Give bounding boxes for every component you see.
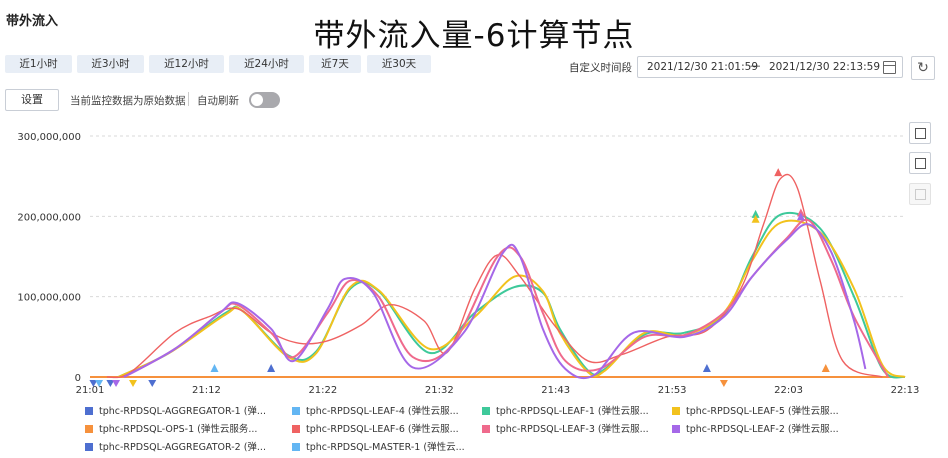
marker-agg1: [106, 380, 115, 387]
refresh-button[interactable]: ↻: [911, 56, 935, 80]
refresh-icon: ↻: [917, 60, 929, 76]
x-tick-label: 21:53: [658, 385, 687, 396]
legend-swatch: [85, 407, 93, 415]
marker-leaf2: [796, 212, 805, 221]
legend-swatch: [672, 425, 680, 433]
toolbar-divider: [188, 92, 189, 106]
legend-label: tphc-RPDSQL-LEAF-5 (弹性云服...: [686, 406, 839, 417]
marker-leaf5: [751, 214, 760, 223]
toggle-knob: [251, 94, 263, 106]
settings-button[interactable]: 设置: [5, 89, 59, 111]
x-tick-label: 21:01: [76, 385, 105, 396]
auto-refresh-label: 自动刷新: [197, 95, 239, 107]
marker-agg1: [89, 380, 98, 387]
marker-leaf4: [210, 364, 219, 372]
legend-item-leaf3[interactable]: tphc-RPDSQL-LEAF-3 (弹性云服...: [482, 421, 649, 435]
range-30d-button[interactable]: 近30天: [367, 55, 431, 73]
legend-label: tphc-RPDSQL-LEAF-6 (弹性云服...: [306, 424, 459, 435]
legend-item-leaf4[interactable]: tphc-RPDSQL-LEAF-4 (弹性云服...: [292, 403, 459, 417]
legend-item-agg1[interactable]: tphc-RPDSQL-AGGREGATOR-1 (弹...: [85, 403, 266, 417]
x-tick-label: 22:13: [891, 385, 920, 396]
x-tick-label: 22:03: [774, 385, 803, 396]
legend-item-ops1[interactable]: tphc-RPDSQL-OPS-1 (弹性云服务...: [85, 421, 257, 435]
marker-leaf1: [751, 209, 760, 218]
marker-ops1: [719, 380, 728, 387]
zoom-reset-button[interactable]: [909, 152, 931, 174]
chart-title: 带外流入量-6计算节点: [313, 18, 635, 54]
x-tick-label: 21:32: [425, 385, 454, 396]
range-1h-button[interactable]: 近1小时: [5, 55, 72, 73]
legend-swatch: [482, 407, 490, 415]
zoom-reset-icon: [915, 158, 926, 169]
legend-label: tphc-RPDSQL-LEAF-2 (弹性云服...: [686, 424, 839, 435]
y-tick-label: 200,000,000: [17, 212, 81, 223]
series-line-leaf6: [106, 173, 883, 379]
legend-swatch: [482, 425, 490, 433]
legend-swatch: [85, 443, 93, 451]
y-tick-label: 100,000,000: [17, 293, 81, 304]
zoom-select-button[interactable]: [909, 122, 931, 144]
legend-label: tphc-RPDSQL-LEAF-4 (弹性云服...: [306, 406, 459, 417]
legend-label: tphc-RPDSQL-MASTER-1 (弹性云...: [306, 442, 465, 453]
marker-leaf6: [774, 168, 783, 177]
legend-label: tphc-RPDSQL-LEAF-3 (弹性云服...: [496, 424, 649, 435]
legend-label: tphc-RPDSQL-AGGREGATOR-1 (弹...: [99, 406, 266, 417]
marker-leaf4: [95, 380, 104, 387]
legend-swatch: [672, 407, 680, 415]
series-line-leaf2: [123, 223, 867, 380]
date-separator: —: [750, 60, 761, 72]
marker-agg1: [702, 364, 711, 372]
legend-swatch: [85, 425, 93, 433]
range-24h-button[interactable]: 近24小时: [229, 55, 304, 73]
legend-item-leaf1[interactable]: tphc-RPDSQL-LEAF-1 (弹性云服...: [482, 403, 649, 417]
legend-label: tphc-RPDSQL-AGGREGATOR-2 (弹...: [99, 442, 266, 453]
marker-agg1: [148, 380, 157, 387]
legend-label: tphc-RPDSQL-LEAF-1 (弹性云服...: [496, 406, 649, 417]
panel-title: 带外流入: [6, 14, 59, 29]
date-end: 2021/12/30 22:13:59: [769, 61, 881, 73]
legend-item-leaf6[interactable]: tphc-RPDSQL-LEAF-6 (弹性云服...: [292, 421, 459, 435]
x-tick-label: 21:12: [192, 385, 221, 396]
range-12h-button[interactable]: 近12小时: [149, 55, 224, 73]
restore-button: [909, 183, 931, 205]
legend-label: tphc-RPDSQL-OPS-1 (弹性云服务...: [99, 424, 258, 435]
calendar-icon[interactable]: [883, 61, 896, 74]
legend-swatch: [292, 425, 300, 433]
series-line-leaf5: [117, 219, 906, 378]
legend-swatch: [292, 407, 300, 415]
zoom-select-icon: [915, 128, 926, 139]
legend-swatch: [292, 443, 300, 451]
marker-agg1: [267, 364, 276, 372]
date-start: 2021/12/30 21:01:59: [647, 61, 759, 73]
marker-leaf3: [796, 208, 805, 217]
marker-leaf2: [112, 380, 121, 387]
legend-item-leaf5[interactable]: tphc-RPDSQL-LEAF-5 (弹性云服...: [672, 403, 839, 417]
raw-data-note: 当前监控数据为原始数据: [70, 95, 186, 107]
series-line-leaf3: [123, 218, 889, 378]
marker-leaf5: [129, 380, 138, 387]
line-chart: 0 100,000,000 200,000,000 300,000,000 21:01 2…: [17, 132, 920, 396]
x-tick-label: 21:22: [308, 385, 337, 396]
marker-ops1: [821, 364, 830, 372]
restore-icon: [915, 189, 926, 200]
legend-item-agg2[interactable]: tphc-RPDSQL-AGGREGATOR-2 (弹...: [85, 439, 266, 453]
y-tick-label: 0: [75, 373, 81, 384]
y-tick-label: 300,000,000: [17, 132, 81, 143]
range-7d-button[interactable]: 近7天: [309, 55, 361, 73]
date-range-picker[interactable]: 2021/12/30 21:01:59 — 2021/12/30 22:13:5…: [637, 56, 903, 78]
x-tick-label: 21:43: [541, 385, 570, 396]
auto-refresh-toggle[interactable]: [249, 92, 280, 108]
range-3h-button[interactable]: 近3小时: [77, 55, 144, 73]
legend-item-master1[interactable]: tphc-RPDSQL-MASTER-1 (弹性云...: [292, 439, 465, 453]
legend-item-leaf2[interactable]: tphc-RPDSQL-LEAF-2 (弹性云服...: [672, 421, 839, 435]
custom-range-label: 自定义时间段: [569, 62, 632, 74]
